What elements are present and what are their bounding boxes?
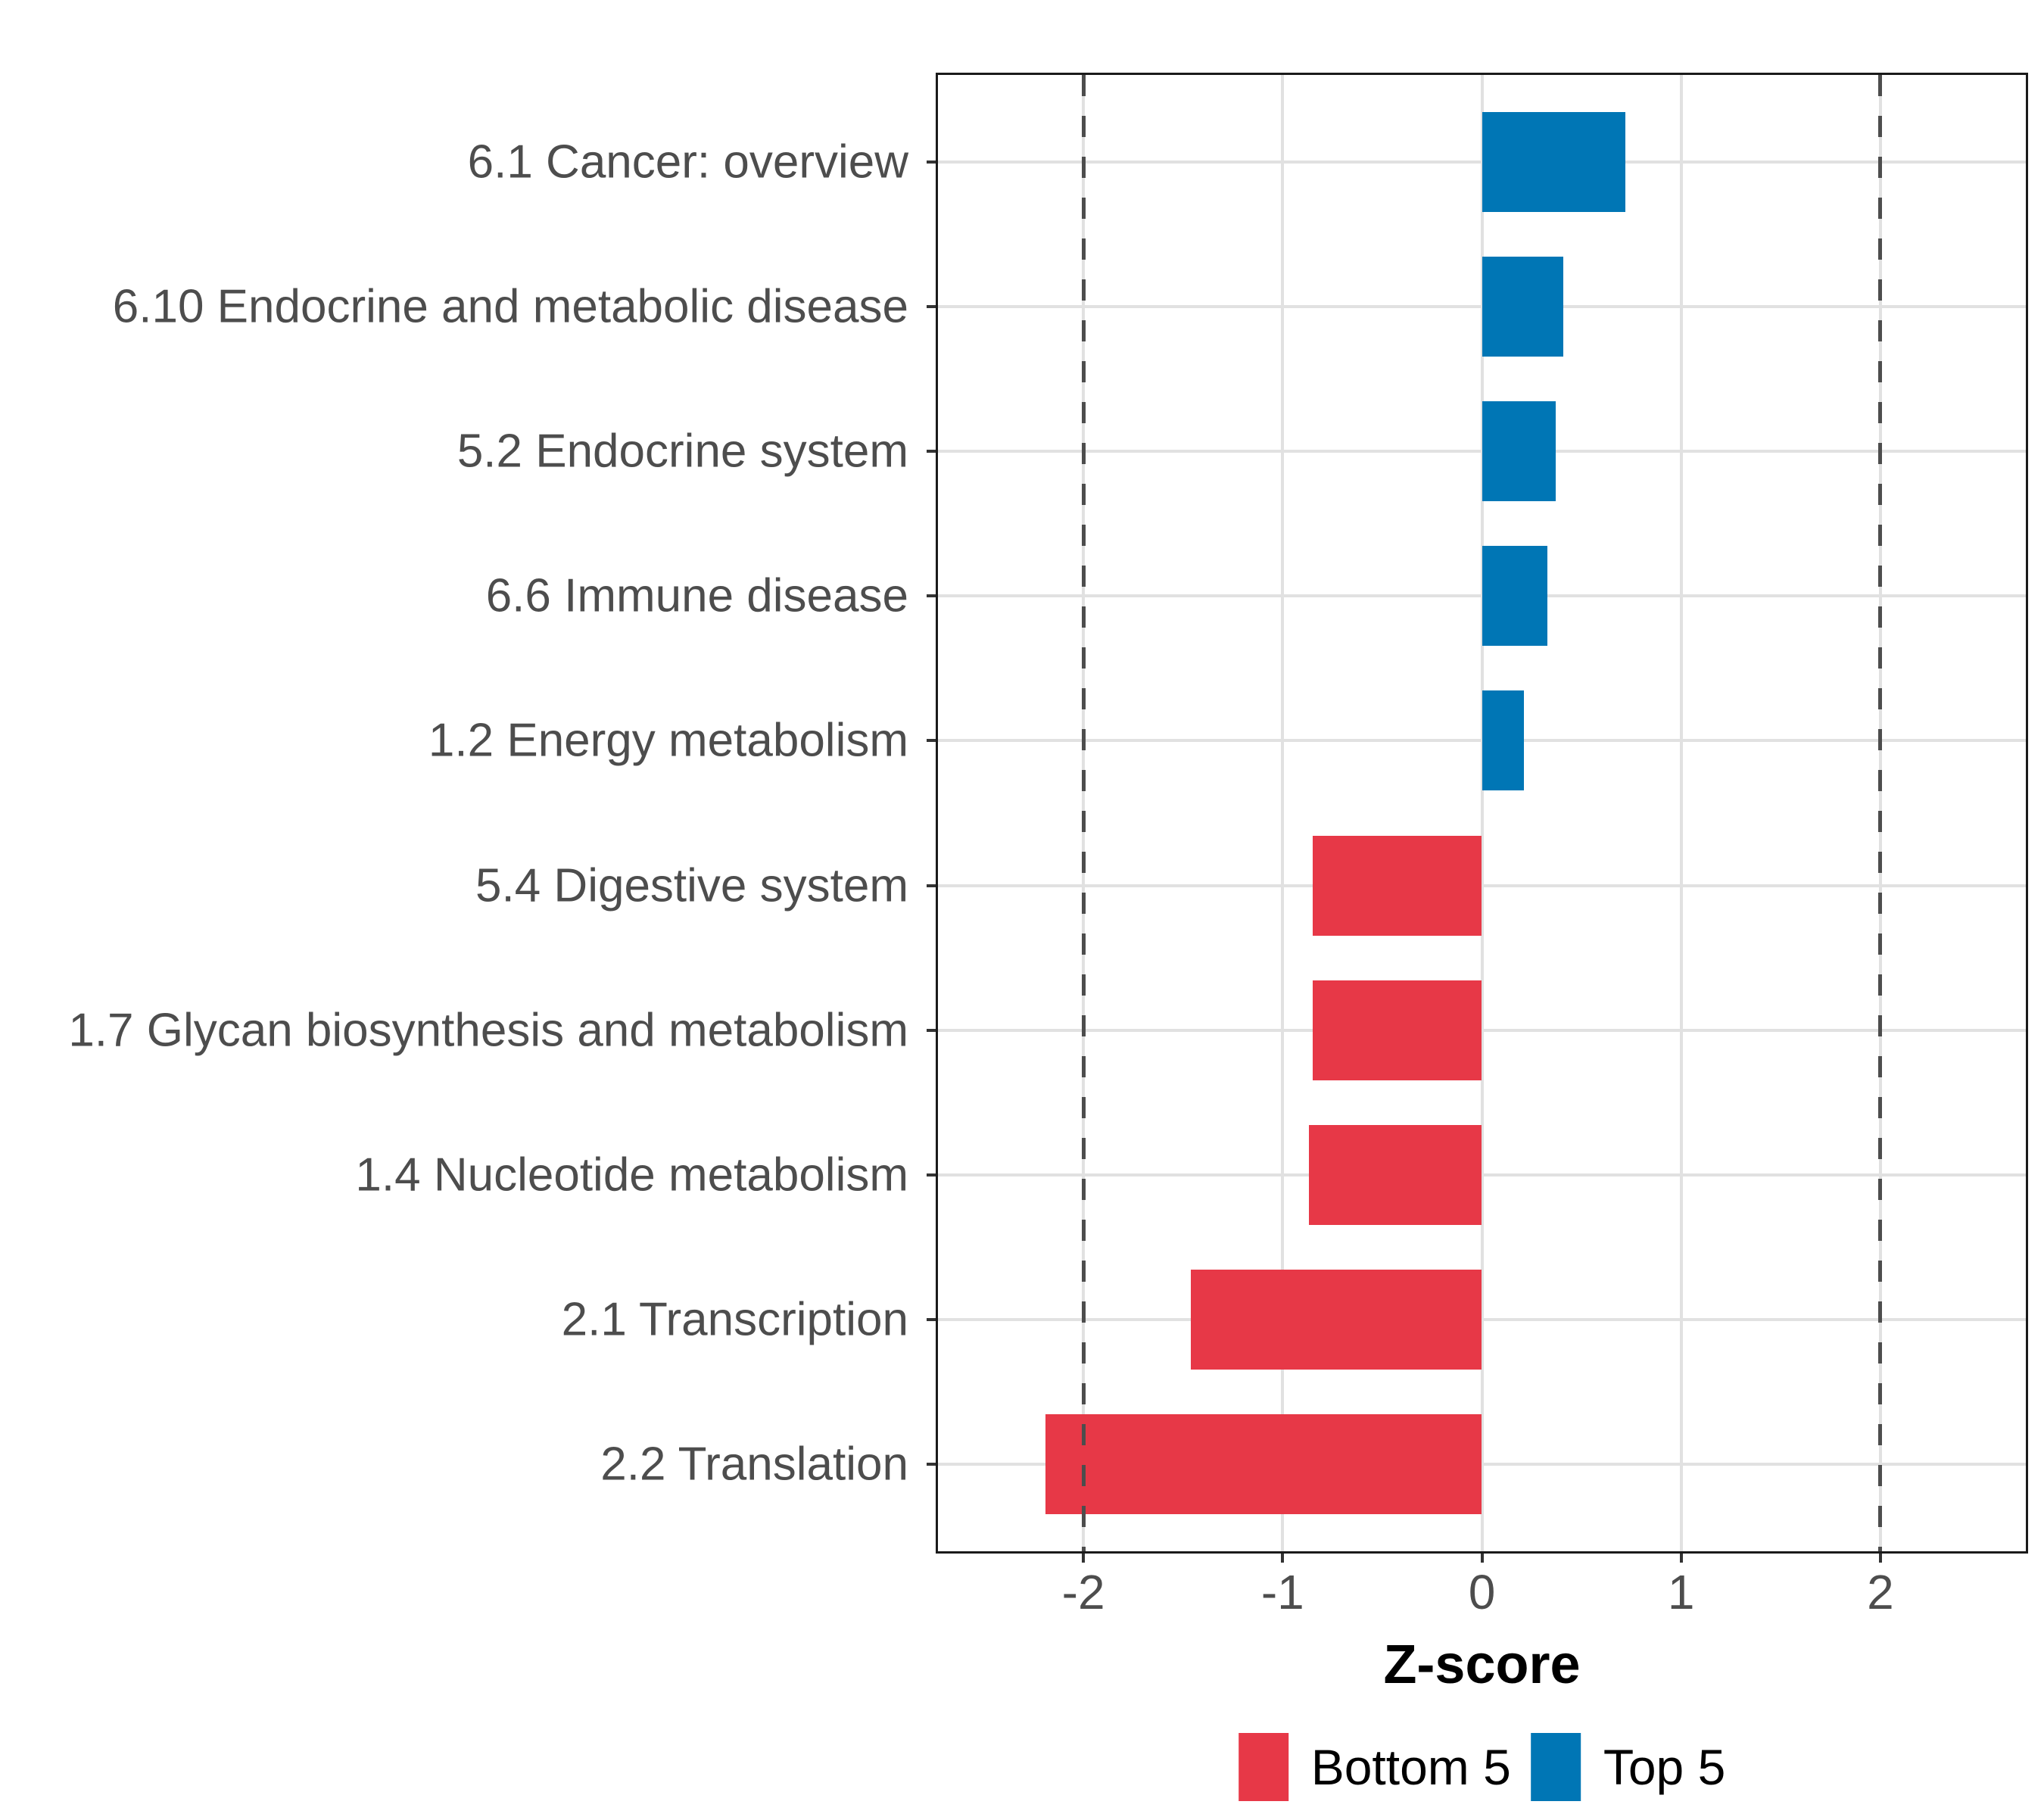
y-axis-tick	[927, 594, 938, 598]
y-axis-tick	[927, 450, 938, 453]
bar-1.7	[1312, 980, 1482, 1080]
category-label: 1.7 Glycan biosynthesis and metabolism	[68, 1004, 908, 1057]
bar-1.2	[1482, 690, 1524, 791]
bar-2.1	[1191, 1270, 1482, 1370]
y-axis-tick	[927, 1318, 938, 1322]
category-label: 6.1 Cancer: overview	[467, 136, 908, 189]
x-axis-tick	[1679, 1551, 1683, 1563]
bar-5.2	[1482, 401, 1556, 502]
category-label: 1.2 Energy metabolism	[428, 714, 908, 767]
x-tick-label: -1	[1260, 1565, 1304, 1619]
y-grid-line	[938, 1173, 2026, 1177]
bar-6.1	[1482, 111, 1625, 212]
category-label: 1.4 Nucleotide metabolism	[355, 1148, 908, 1201]
legend: Bottom 5 Top 5	[1238, 1729, 1726, 1805]
bar-2.2	[1045, 1414, 1482, 1515]
category-label: 2.2 Translation	[600, 1438, 908, 1491]
y-axis-tick	[927, 1028, 938, 1032]
x-grid-line	[1281, 75, 1285, 1551]
x-axis-tick	[1878, 1551, 1882, 1563]
y-grid-line	[938, 1318, 2026, 1322]
y-axis-tick	[927, 1463, 938, 1466]
y-grid-line	[938, 1028, 2026, 1032]
bar-6.10	[1482, 256, 1564, 357]
category-label: 2.1 Transcription	[561, 1293, 908, 1346]
bar-6.6	[1482, 546, 1548, 647]
x-axis-tick	[1082, 1551, 1086, 1563]
x-axis-tick	[1480, 1551, 1484, 1563]
legend-entry: Top 5	[1530, 1733, 1726, 1801]
reference-line	[1081, 75, 1086, 1551]
y-grid-line	[938, 1463, 2026, 1466]
y-axis-tick	[927, 160, 938, 164]
legend-label: Top 5	[1603, 1739, 1726, 1795]
bar-5.4	[1312, 835, 1482, 936]
y-axis-tick	[927, 884, 938, 887]
bar-1.4	[1308, 1124, 1482, 1225]
x-tick-label: 1	[1667, 1565, 1695, 1619]
x-axis-tick	[1281, 1551, 1285, 1563]
category-label: 6.6 Immune disease	[485, 569, 908, 622]
category-label: 6.10 Endocrine and metabolic disease	[112, 280, 908, 333]
legend-key-swatch	[1238, 1733, 1288, 1801]
x-grid-line	[1679, 75, 1683, 1551]
legend-entry: Bottom 5	[1238, 1733, 1511, 1801]
y-axis-tick	[927, 1173, 938, 1177]
legend-label: Bottom 5	[1310, 1739, 1511, 1795]
x-tick-label: 0	[1468, 1565, 1496, 1619]
category-label: 5.2 Endocrine system	[456, 425, 908, 478]
y-grid-line	[938, 884, 2026, 887]
x-tick-label: 2	[1867, 1565, 1894, 1619]
x-axis-title: Z-score	[1383, 1635, 1581, 1695]
x-tick-label: -2	[1061, 1565, 1105, 1619]
reference-line	[1878, 75, 1883, 1551]
x-grid-line	[1480, 75, 1484, 1551]
y-axis-tick	[927, 739, 938, 743]
legend-key-swatch	[1530, 1733, 1581, 1801]
y-axis-tick	[927, 304, 938, 308]
category-label: 5.4 Digestive system	[475, 859, 908, 912]
plot-panel-border	[936, 73, 2028, 1554]
